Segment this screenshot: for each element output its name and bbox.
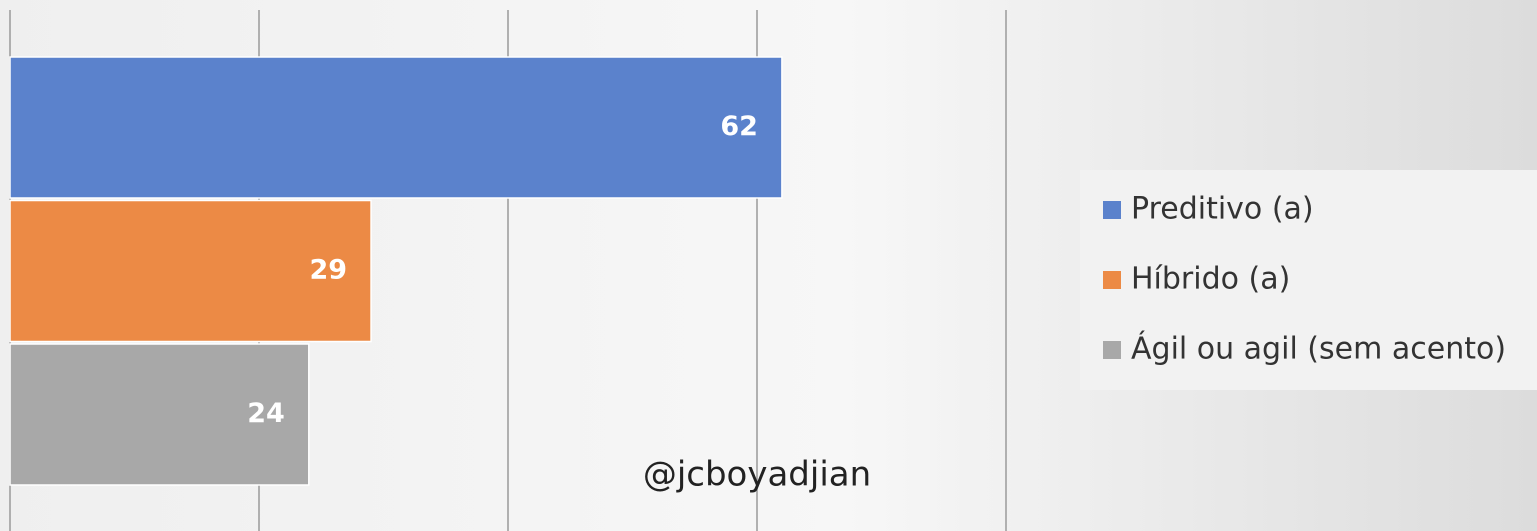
data-label: 24 — [247, 398, 285, 429]
legend-swatch — [1103, 271, 1121, 289]
legend-swatch — [1103, 341, 1121, 359]
data-label: 29 — [309, 255, 347, 286]
bar — [9, 56, 783, 199]
legend-box — [1080, 170, 1537, 390]
data-label: 62 — [720, 111, 758, 142]
watermark: @jcboyadjian — [643, 455, 871, 495]
bar — [9, 199, 372, 343]
bar — [9, 343, 310, 486]
legend-label: Preditivo (a) — [1131, 192, 1314, 227]
legend-swatch — [1103, 201, 1121, 219]
legend-label: Híbrido (a) — [1131, 262, 1290, 297]
legend-label: Ágil ou agil (sem acento) — [1131, 331, 1506, 367]
